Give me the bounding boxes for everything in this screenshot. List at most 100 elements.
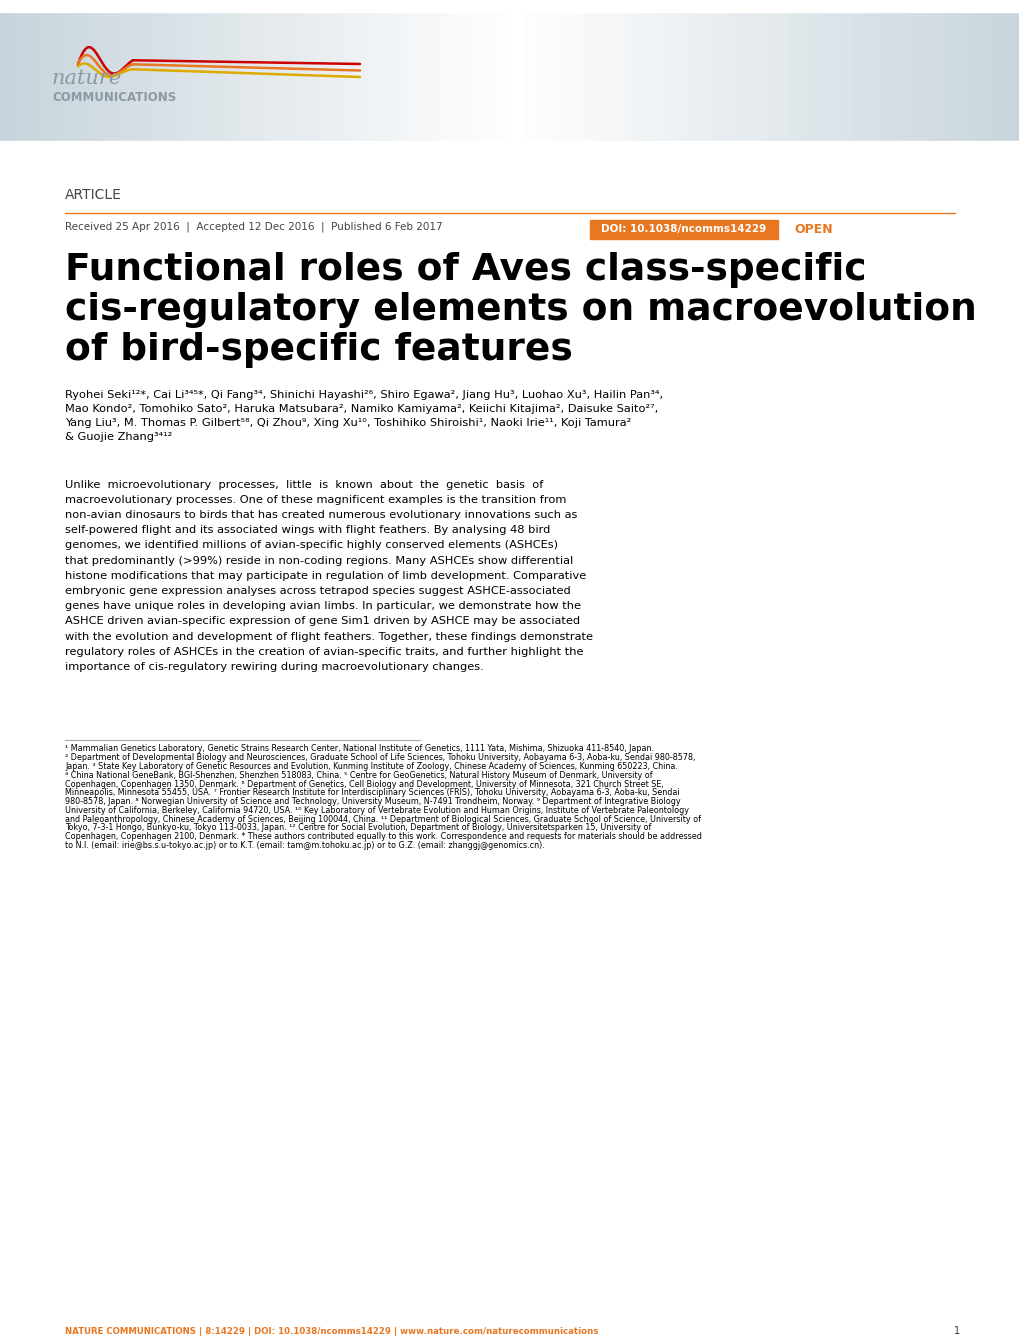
Bar [892,0,905,141]
Text: with the evolution and development of flight feathers. Together, these findings : with the evolution and development of fl… [65,631,592,642]
Bar [318,0,332,141]
Text: Tokyo, 7-3-1 Hongo, Bunkyo-ku, Tokyo 113-0033, Japan. ¹² Centre for Social Evolu: Tokyo, 7-3-1 Hongo, Bunkyo-ku, Tokyo 113… [65,824,651,832]
Bar [39,0,52,141]
Bar [395,0,409,141]
Bar [0,0,13,141]
Text: Unlike  microevolutionary  processes,  little  is  known  about  the  genetic  b: Unlike microevolutionary processes, litt… [65,480,543,489]
Bar [917,0,930,141]
Text: 1: 1 [953,1327,959,1336]
Bar [510,0,523,141]
Bar [930,0,944,141]
Text: importance of cis-regulatory rewiring during macroevolutionary changes.: importance of cis-regulatory rewiring du… [65,662,483,673]
Text: cis-regulatory elements on macroevolution: cis-regulatory elements on macroevolutio… [65,292,976,328]
Text: Mao Kondo², Tomohiko Sato², Haruka Matsubara², Namiko Kamiyama², Keiichi Kitajim: Mao Kondo², Tomohiko Sato², Haruka Matsu… [65,403,657,414]
Bar [0,141,1019,1340]
Text: regulatory roles of ASHCEs in the creation of avian-specific traits, and further: regulatory roles of ASHCEs in the creati… [65,647,583,657]
Text: self-powered flight and its associated wings with flight feathers. By analysing : self-powered flight and its associated w… [65,525,550,535]
Bar [255,0,268,141]
Bar [243,0,256,141]
Bar [522,0,536,141]
Text: NATURE COMMUNICATIONS | 8:14229 | DOI: 10.1038/ncomms14229 | www.nature.com/natu: NATURE COMMUNICATIONS | 8:14229 | DOI: 1… [65,1327,598,1336]
Text: ¹ Mammalian Genetics Laboratory, Genetic Strains Research Center, National Insti: ¹ Mammalian Genetics Laboratory, Genetic… [65,744,653,753]
Text: to N.I. (email: irie@bs.s.u-tokyo.ac.jp) or to K.T. (email: tam@m.tohoku.ac.jp) : to N.I. (email: irie@bs.s.u-tokyo.ac.jp)… [65,842,544,850]
Bar [0,0,1019,12]
Bar [408,0,421,141]
Bar [675,0,689,141]
Bar [828,0,842,141]
Text: of bird-specific features: of bird-specific features [65,332,573,367]
Bar [650,0,663,141]
Bar [51,0,64,141]
Bar [63,0,77,141]
Text: COMMUNICATIONS: COMMUNICATIONS [52,91,176,105]
Text: Minneapolis, Minnesota 55455, USA. ⁷ Frontier Research Institute for Interdiscip: Minneapolis, Minnesota 55455, USA. ⁷ Fro… [65,788,679,797]
Bar [573,0,587,141]
Bar [25,0,39,141]
Bar [841,0,854,141]
Text: Received 25 Apr 2016  |  Accepted 12 Dec 2016  |  Published 6 Feb 2017: Received 25 Apr 2016 | Accepted 12 Dec 2… [65,221,442,232]
Bar [165,0,179,141]
Text: ² Department of Developmental Biology and Neurosciences, Graduate School of Life: ² Department of Developmental Biology an… [65,753,695,762]
Bar [943,0,956,141]
Bar [624,0,638,141]
Bar [854,0,867,141]
Bar [344,0,358,141]
Bar [726,0,740,141]
Bar [905,0,918,141]
Bar [968,0,981,141]
Text: OPEN: OPEN [793,222,832,236]
Bar [178,0,192,141]
Bar [446,0,460,141]
Text: genes have unique roles in developing avian limbs. In particular, we demonstrate: genes have unique roles in developing av… [65,602,581,611]
Bar [560,0,574,141]
Text: non-avian dinosaurs to birds that has created numerous evolutionary innovations : non-avian dinosaurs to birds that has cr… [65,511,577,520]
Text: that predominantly (>99%) reside in non-coding regions. Many ASHCEs show differe: that predominantly (>99%) reside in non-… [65,556,573,565]
Text: University of California, Berkeley, California 94720, USA. ¹⁰ Key Laboratory of : University of California, Berkeley, Cali… [65,805,688,815]
Bar [637,0,650,141]
Text: Japan. ³ State Key Laboratory of Genetic Resources and Evolution, Kunming Instit: Japan. ³ State Key Laboratory of Genetic… [65,762,678,770]
Text: 980-8578, Japan. ⁸ Norwegian University of Science and Technology, University Mu: 980-8578, Japan. ⁸ Norwegian University … [65,797,680,807]
Bar [548,0,561,141]
Text: Copenhagen, Copenhagen 2100, Denmark. * These authors contributed equally to thi: Copenhagen, Copenhagen 2100, Denmark. * … [65,832,701,842]
Bar [866,0,879,141]
Bar [752,0,765,141]
Bar [141,0,154,141]
Bar [357,0,370,141]
Bar [280,0,293,141]
Bar [611,0,625,141]
Bar [662,0,676,141]
Bar [459,0,472,141]
Bar [994,0,1007,141]
Bar [713,0,727,141]
Bar [739,0,752,141]
Bar [497,0,511,141]
Text: and Paleoanthropology, Chinese Academy of Sciences, Beijing 100044, China. ¹¹ De: and Paleoanthropology, Chinese Academy o… [65,815,700,824]
Text: histone modifications that may participate in regulation of limb development. Co: histone modifications that may participa… [65,571,586,582]
Bar [293,0,307,141]
Bar [586,0,599,141]
Bar [599,0,612,141]
Bar [815,0,828,141]
Text: Copenhagen, Copenhagen 1350, Denmark. ⁶ Department of Genetics, Cell Biology and: Copenhagen, Copenhagen 1350, Denmark. ⁶ … [65,780,663,788]
Bar [127,0,141,141]
Bar [382,0,395,141]
Text: DOI: 10.1038/ncomms14229: DOI: 10.1038/ncomms14229 [601,224,766,234]
Bar [777,0,791,141]
Bar [421,0,434,141]
Text: ⁴ China National GeneBank, BGI-Shenzhen, Shenzhen 518083, China. ⁵ Centre for Ge: ⁴ China National GeneBank, BGI-Shenzhen,… [65,770,652,780]
Text: ASHCE driven avian-specific expression of gene Sim1 driven by ASHCE may be assoc: ASHCE driven avian-specific expression o… [65,616,580,627]
Bar [981,0,995,141]
Bar [589,220,777,239]
Bar [204,0,217,141]
Bar [701,0,714,141]
Text: macroevolutionary processes. One of these magnificent examples is the transition: macroevolutionary processes. One of thes… [65,494,566,505]
Bar [267,0,281,141]
Bar [192,0,205,141]
Bar [331,0,344,141]
Text: ARTICLE: ARTICLE [65,188,121,202]
Text: Functional roles of Aves class-specific: Functional roles of Aves class-specific [65,252,866,288]
Text: Ryohei Seki¹²*, Cai Li³⁴⁵*, Qi Fang³⁴, Shinichi Hayashi²⁶, Shiro Egawa², Jiang H: Ryohei Seki¹²*, Cai Li³⁴⁵*, Qi Fang³⁴, S… [65,390,662,399]
Text: & Guojie Zhang³⁴¹²: & Guojie Zhang³⁴¹² [65,431,172,442]
Bar [433,0,446,141]
Bar [12,0,26,141]
